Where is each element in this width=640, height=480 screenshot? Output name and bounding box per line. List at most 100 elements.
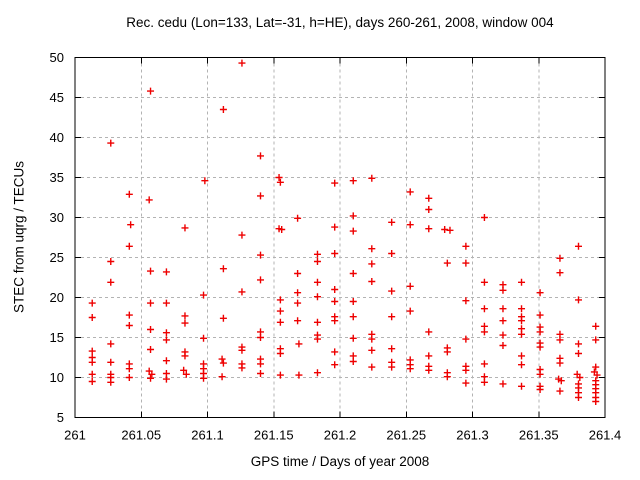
data-point-marker xyxy=(425,206,433,213)
y-tick-label: 45 xyxy=(50,90,64,105)
data-point-marker xyxy=(275,174,283,181)
data-point-marker xyxy=(313,250,321,258)
y-tick-label: 35 xyxy=(50,170,64,185)
data-point-marker xyxy=(162,299,170,307)
data-point-marker xyxy=(88,314,96,321)
data-point-marker xyxy=(441,226,449,233)
data-point-marker xyxy=(536,370,544,378)
x-tick-label: 261.3 xyxy=(456,428,489,443)
data-point-marker xyxy=(480,214,488,221)
data-point-marker xyxy=(219,106,227,113)
data-point-marker xyxy=(125,322,133,329)
tick-label-layer: 261 261.05 261.1 261.15 261.2 261.25 261.3 261.… xyxy=(50,50,622,443)
data-point-marker xyxy=(125,365,133,373)
data-point-marker xyxy=(294,299,302,307)
data-point-marker xyxy=(575,296,582,304)
data-point-marker xyxy=(518,361,526,369)
y-tick-label: 5 xyxy=(57,410,64,425)
data-point-marker xyxy=(238,288,246,296)
data-point-marker xyxy=(575,394,582,401)
data-point-marker xyxy=(147,346,155,353)
data-point-marker xyxy=(368,335,376,343)
data-point-marker xyxy=(575,350,582,357)
data-point-marker xyxy=(557,377,565,385)
x-tick-label: 261.2 xyxy=(324,428,357,443)
data-point-marker xyxy=(162,336,170,344)
data-point-marker xyxy=(331,250,339,257)
data-point-marker xyxy=(368,245,376,253)
data-point-marker xyxy=(556,336,564,344)
data-point-marker xyxy=(313,318,321,326)
data-point-marker xyxy=(368,346,376,354)
data-point-marker xyxy=(218,355,226,363)
data-point-marker xyxy=(368,174,376,182)
x-tick-label: 261.1 xyxy=(191,428,224,443)
data-point-marker xyxy=(425,194,433,202)
data-point-marker xyxy=(313,293,321,301)
data-point-marker xyxy=(556,269,564,277)
data-point-marker xyxy=(536,289,544,297)
data-point-marker xyxy=(406,365,414,373)
x-tick-label: 261.35 xyxy=(519,428,559,443)
data-point-marker xyxy=(349,177,357,185)
data-point-marker xyxy=(406,282,414,290)
data-point-marker xyxy=(125,374,133,381)
data-point-marker xyxy=(349,227,357,235)
data-point-marker xyxy=(480,328,488,336)
data-point-marker xyxy=(181,352,189,360)
data-point-marker xyxy=(107,340,115,348)
data-point-marker xyxy=(181,312,189,320)
x-tick-label: 261.05 xyxy=(121,428,161,443)
data-point-marker xyxy=(388,250,396,257)
data-point-marker xyxy=(388,287,396,295)
x-tick-label: 261 xyxy=(64,428,86,443)
data-point-marker xyxy=(276,296,284,304)
data-point-marker xyxy=(125,242,133,250)
data-point-marker xyxy=(462,366,470,374)
data-point-marker xyxy=(536,328,544,336)
data-point-marker xyxy=(331,223,339,231)
data-point-marker xyxy=(313,258,321,265)
data-point-marker xyxy=(294,270,302,277)
data-point-marker xyxy=(480,305,488,313)
data-point-marker xyxy=(592,363,600,371)
data-point-marker xyxy=(349,212,357,220)
data-point-marker xyxy=(201,177,209,185)
data-point-marker xyxy=(368,278,376,285)
data-point-marker xyxy=(294,289,302,297)
data-point-marker xyxy=(257,192,264,200)
grid-layer xyxy=(75,57,605,418)
data-point-marker xyxy=(147,299,155,307)
data-point-marker xyxy=(349,313,357,321)
data-point-marker xyxy=(576,374,584,381)
data-point-marker xyxy=(181,224,189,232)
data-point-marker xyxy=(238,364,246,372)
data-point-marker xyxy=(368,363,376,371)
data-point-marker xyxy=(518,317,526,325)
x-tick-label: 261.4 xyxy=(589,428,622,443)
data-point-marker xyxy=(425,352,433,360)
data-point-marker xyxy=(257,276,264,284)
data-point-marker xyxy=(499,331,507,339)
data-point-marker xyxy=(182,370,190,378)
data-point-marker xyxy=(462,242,470,250)
data-point-marker xyxy=(462,335,470,343)
data-point-marker xyxy=(257,251,264,259)
data-point-marker xyxy=(518,330,526,338)
data-point-marker xyxy=(127,221,135,229)
data-point-marker xyxy=(200,334,208,342)
data-point-marker xyxy=(480,378,488,386)
data-point-marker xyxy=(147,267,155,275)
data-point-marker xyxy=(536,343,544,351)
data-point-marker xyxy=(88,378,96,385)
data-point-marker xyxy=(313,369,321,377)
data-point-marker xyxy=(88,358,96,366)
data-point-marker xyxy=(388,313,396,321)
data-point-marker xyxy=(446,226,454,234)
data-point-marker xyxy=(556,359,564,367)
x-axis-label: GPS time / Days of year 2008 xyxy=(250,454,430,469)
data-point-marker xyxy=(425,225,433,233)
data-point-marker xyxy=(107,139,115,147)
data-point-marker xyxy=(443,348,451,356)
